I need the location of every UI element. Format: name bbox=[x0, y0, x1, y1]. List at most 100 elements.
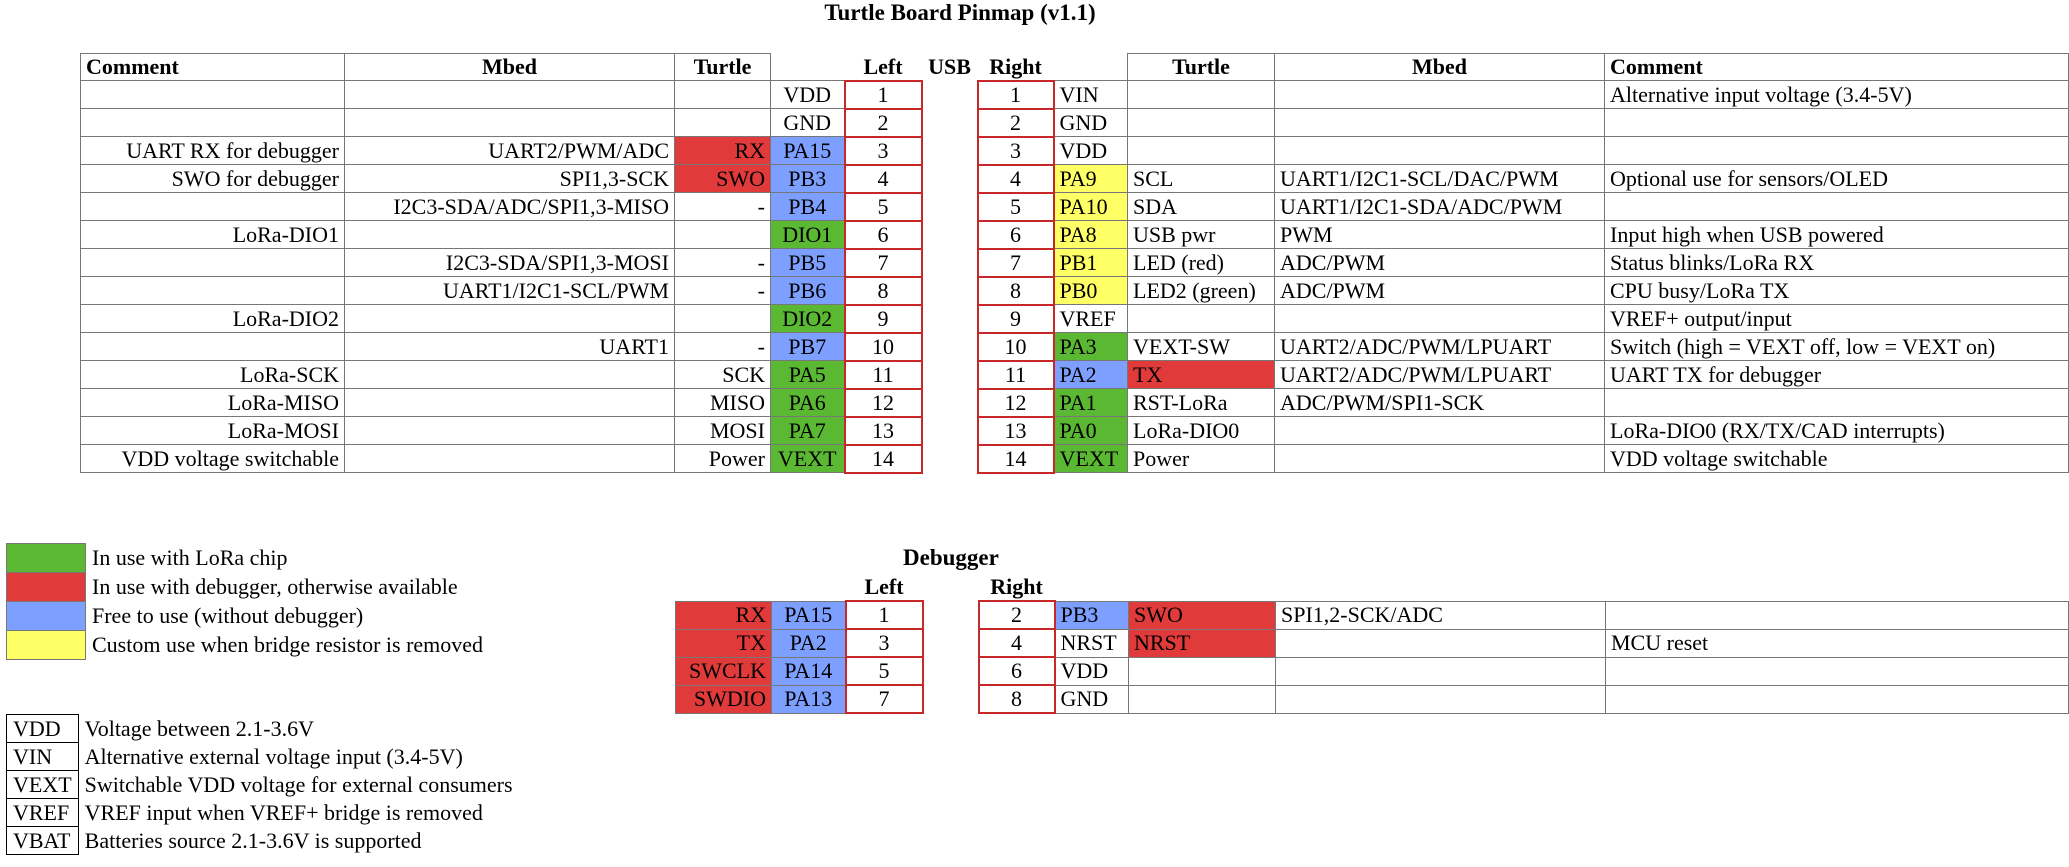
right-pin-number: 4 bbox=[976, 163, 1055, 194]
left-pin-number: 14 bbox=[843, 443, 923, 474]
abbreviation-item: VIN Alternative external voltage input (3… bbox=[6, 742, 520, 771]
right-mbed bbox=[1274, 80, 1605, 109]
left-mbed bbox=[344, 416, 675, 445]
right-port: PA9 bbox=[1053, 164, 1128, 193]
right-pin-number: 7 bbox=[976, 247, 1055, 278]
abbreviation-text: Switchable VDD voltage for external cons… bbox=[84, 771, 513, 797]
debugger-right-pin: 2 bbox=[977, 600, 1056, 630]
usb-gap bbox=[922, 333, 978, 361]
right-mbed bbox=[1274, 416, 1605, 445]
right-turtle: SCL bbox=[1127, 164, 1275, 193]
abbreviation-term: VBAT bbox=[6, 826, 79, 855]
left-turtle: - bbox=[674, 192, 771, 221]
debugger-gap bbox=[923, 629, 979, 657]
left-pin-number: 1 bbox=[843, 79, 923, 110]
right-pin-number: 11 bbox=[976, 359, 1055, 390]
left-port: DIO2 bbox=[770, 304, 845, 333]
right-pin-number: 8 bbox=[976, 275, 1055, 306]
right-mbed: UART1/I2C1-SDA/ADC/PWM bbox=[1274, 192, 1605, 221]
debugger-row: RX PA15 1 2 PB3 SWO SPI1,2-SCK/ADC bbox=[675, 600, 2069, 630]
left-turtle: MISO bbox=[674, 388, 771, 417]
debugger-right-comment: MCU reset bbox=[1605, 628, 2069, 658]
debugger-left-port: PA14 bbox=[771, 656, 846, 686]
right-port: PB0 bbox=[1053, 276, 1128, 305]
pin-row: VDD 1 1 VIN Alternative input voltage (3.4-5… bbox=[80, 79, 2069, 110]
right-pin-number: 9 bbox=[976, 303, 1055, 334]
debugger-right-comment bbox=[1605, 684, 2069, 714]
header-right-turtle: Turtle bbox=[1127, 53, 1275, 81]
header-left-mbed: Mbed bbox=[344, 53, 675, 81]
usb-gap bbox=[922, 445, 978, 473]
debugger-right-turtle: NRST bbox=[1128, 628, 1276, 658]
debugger-left-port: PA15 bbox=[771, 600, 846, 630]
left-comment: LoRa-MOSI bbox=[80, 416, 345, 445]
left-mbed bbox=[344, 80, 675, 109]
pin-row: GND 2 2 GND bbox=[80, 107, 2069, 138]
abbreviation-item: VDD Voltage between 2.1-3.6V bbox=[6, 714, 520, 743]
pin-row: UART1- PB7 10 10 PA3 VEXT-SW UART2/ADC/PWM/LPU… bbox=[80, 331, 2069, 362]
header-left: Left bbox=[863, 53, 903, 79]
debugger-right-mbed: SPI1,2-SCK/ADC bbox=[1275, 600, 1606, 630]
right-pin-number: 12 bbox=[976, 387, 1055, 418]
right-comment: Optional use for sensors/OLED bbox=[1604, 164, 2069, 193]
left-turtle: MOSI bbox=[674, 416, 771, 445]
left-port: VDD bbox=[770, 80, 845, 109]
right-turtle bbox=[1127, 136, 1275, 165]
usb-gap bbox=[922, 277, 978, 305]
left-port: DIO1 bbox=[770, 220, 845, 249]
right-comment bbox=[1604, 192, 2069, 221]
left-mbed bbox=[344, 360, 675, 389]
right-comment bbox=[1604, 108, 2069, 137]
left-port: PA6 bbox=[770, 388, 845, 417]
header-right-mbed: Mbed bbox=[1274, 53, 1605, 81]
debugger-row: SWDIO PA13 7 8 GND bbox=[675, 684, 2069, 714]
right-turtle: USB pwr bbox=[1127, 220, 1275, 249]
left-comment bbox=[80, 248, 345, 277]
debugger-right-port: NRST bbox=[1054, 628, 1129, 658]
debugger-row: SWCLK PA14 5 6 VDD bbox=[675, 656, 2069, 686]
right-mbed bbox=[1274, 304, 1605, 333]
right-port: PA2 bbox=[1053, 360, 1128, 389]
right-turtle: VEXT-SW bbox=[1127, 332, 1275, 361]
pin-row: UART RX for debugger UART2/PWM/ADC RX PA15 3… bbox=[80, 135, 2069, 166]
left-turtle: - bbox=[674, 276, 771, 305]
debugger-left-turtle: SWDIO bbox=[675, 684, 772, 714]
left-pin-number: 3 bbox=[843, 135, 923, 166]
header-right-comment: Comment bbox=[1604, 53, 2069, 81]
right-port: PA10 bbox=[1053, 192, 1128, 221]
right-comment: UART TX for debugger bbox=[1604, 360, 2069, 389]
abbreviation-item: VREF VREF input when VREF+ bridge is remo… bbox=[6, 798, 520, 827]
debugger-header-right: Right bbox=[990, 574, 1043, 599]
right-comment: CPU busy/LoRa TX bbox=[1604, 276, 2069, 305]
pin-row: LoRa-DIO1 DIO1 6 6 PA8 USB pwr PWM Input high w… bbox=[80, 219, 2069, 250]
color-legend: In use with LoRa chip In use with debugge… bbox=[6, 543, 490, 660]
debugger-left-pin: 7 bbox=[844, 684, 924, 714]
right-turtle: Power bbox=[1127, 444, 1275, 473]
abbreviation-text: Alternative external voltage input (3.4-… bbox=[84, 743, 463, 769]
abbreviation-text: VREF input when VREF+ bridge is removed bbox=[84, 799, 483, 825]
right-comment: VREF+ output/input bbox=[1604, 304, 2069, 333]
debugger-left-pin: 1 bbox=[844, 600, 924, 630]
pin-row: UART1/I2C1-SCL/PWM - PB6 8 8 PB0 LED2 (green) A… bbox=[80, 275, 2069, 306]
right-turtle: SDA bbox=[1127, 192, 1275, 221]
right-comment: Input high when USB powered bbox=[1604, 220, 2069, 249]
right-mbed: UART1/I2C1-SCL/DAC/PWM bbox=[1274, 164, 1605, 193]
abbreviation-legend: VDD Voltage between 2.1-3.6V VIN Alternativ… bbox=[6, 714, 520, 855]
legend-text: Custom use when bridge resistor is remov… bbox=[92, 632, 484, 657]
abbreviation-item: VBAT Batteries source 2.1-3.6V is support… bbox=[6, 826, 520, 855]
right-turtle bbox=[1127, 80, 1275, 109]
legend-swatch bbox=[6, 572, 86, 602]
right-mbed bbox=[1274, 444, 1605, 473]
right-port: PB1 bbox=[1053, 248, 1128, 277]
usb-gap bbox=[922, 193, 978, 221]
left-turtle: Power bbox=[674, 444, 771, 473]
debugger-header-row: Left Right bbox=[676, 574, 2069, 601]
legend-text: In use with LoRa chip bbox=[92, 545, 288, 570]
usb-gap bbox=[922, 109, 978, 137]
left-mbed bbox=[344, 304, 675, 333]
legend-item: In use with LoRa chip bbox=[6, 543, 490, 573]
debugger-left-port: PA2 bbox=[771, 628, 846, 658]
right-pin-number: 13 bbox=[976, 415, 1055, 446]
right-comment: Status blinks/LoRa RX bbox=[1604, 248, 2069, 277]
header-spacer bbox=[923, 574, 979, 601]
